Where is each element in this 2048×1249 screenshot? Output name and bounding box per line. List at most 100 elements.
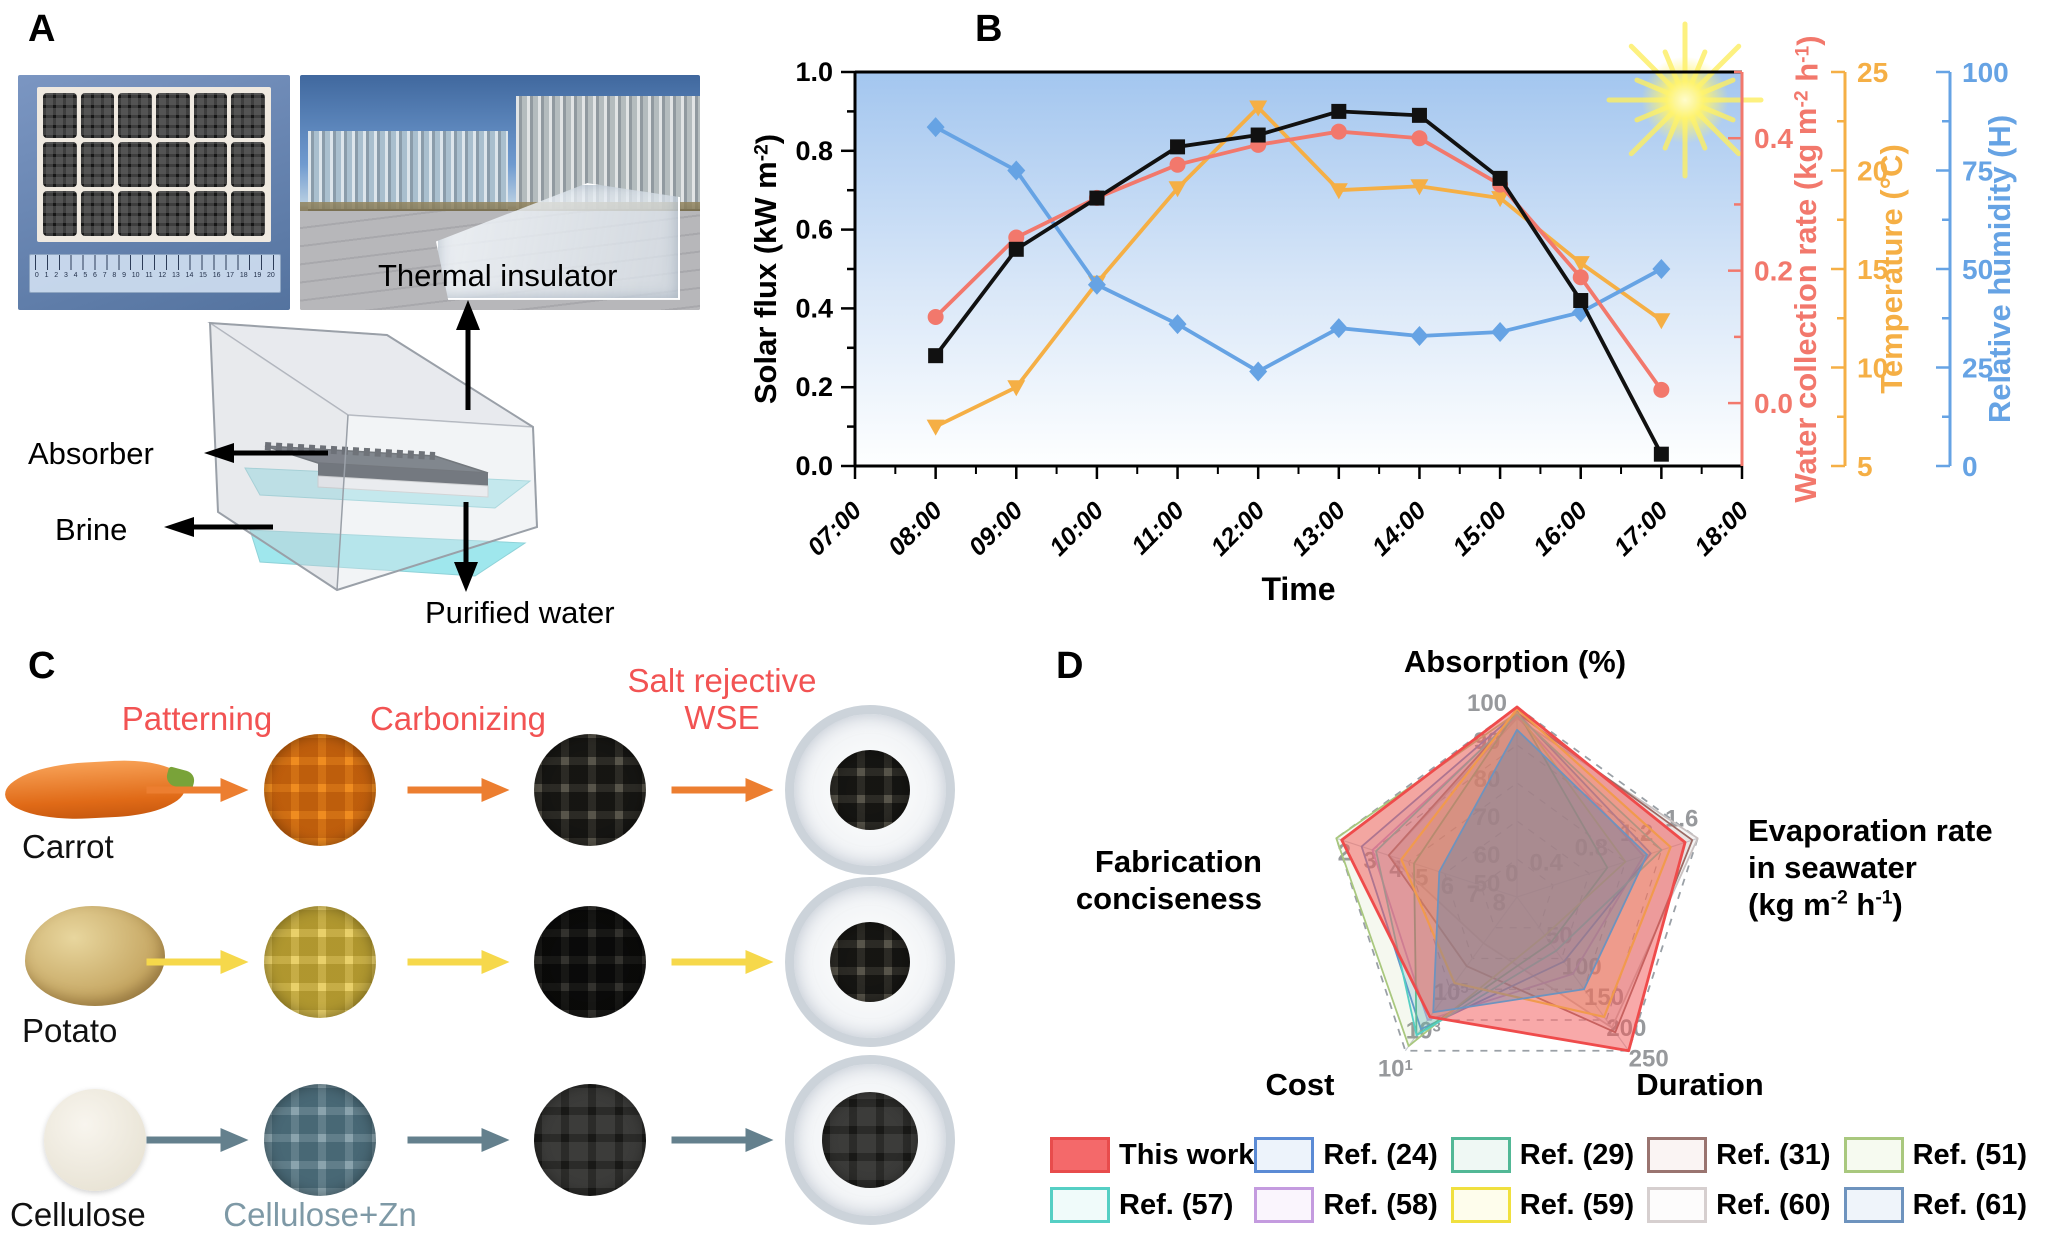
fabrication-process-diagram: Patterning Carbonizing Salt rejective WSE C… [0,640,1050,1249]
ruler-number: 12 [158,271,167,279]
ruler-number: 15 [199,271,207,279]
arrow-right-icon [671,1128,774,1152]
x-axis-tick-label: 16:00 [1528,496,1593,561]
marker-circle [1008,229,1025,246]
absorber-tile [193,141,228,187]
process-arrow [670,776,775,804]
right2-tick-label: 10 [1857,353,1888,384]
cellulose-disc-image [44,1089,146,1191]
marker-square [1573,293,1589,309]
series-line-circle [934,129,1663,391]
x-axis-tick-label: 17:00 [1609,496,1674,561]
legend-label: Ref. (51) [1912,1138,2027,1171]
absorber-tile [80,141,115,187]
marker-circle [1411,130,1428,147]
absorber-arrow [204,443,328,463]
marker-diamond [926,117,945,138]
process-step-label: Patterning [121,700,273,737]
process-arrow [406,776,511,804]
x-axis-tick-label: 18:00 [1689,496,1754,561]
ruler-ticks [34,254,276,271]
waffle-blue-disc-image [264,1084,376,1196]
arrow-right-icon [146,778,249,802]
process-step-label: Salt rejective WSE [627,662,817,736]
x-axis-tick-label: 10:00 [1044,496,1109,561]
marker-square [1653,446,1669,462]
y-axis-title: Solar flux (kW m-2) [748,134,784,404]
radar-axis-title-fabrication: Fabrication conciseness [1075,844,1262,916]
legend-item: Ref. (58) [1254,1184,1450,1226]
source-material-label: Cellulose [10,1196,146,1233]
marker-diamond [1087,274,1106,295]
absorber-label: Absorber [28,436,154,471]
legend-item: Ref. (60) [1647,1184,1843,1226]
legend-label: Ref. (59) [1519,1188,1635,1221]
marker-square [1492,170,1508,186]
patterned-material-label: Cellulose+Zn [223,1196,417,1233]
arrow-right-icon [671,950,774,974]
arrow-right-icon [146,1128,249,1152]
legend-swatch [1050,1137,1110,1173]
marker-square [1411,107,1427,123]
ruler: 0 1 2 3 4 5 6 7 8 9 10 11 12 13 14 15 16 17 18 19 20 [28,253,282,294]
ruler-number: 18 [239,271,248,279]
ruler-number: 0 [34,271,39,279]
ruler-number: 5 [83,271,88,279]
marker-square [1250,127,1266,143]
right2-tick-label: 15 [1857,254,1888,285]
x-axis-tick-label: 09:00 [963,496,1028,561]
waffle-yellow-disc-image [264,906,376,1018]
plot-background [855,72,1742,466]
ruler-number: 16 [212,271,221,279]
right1-axis-title: Water collection rate (kg m-2 h-1) [1788,35,1826,502]
potato-image [25,906,165,1006]
legend-label: This work [1119,1138,1255,1171]
process-arrow [145,1126,250,1154]
radar-tick-label: 250 [1629,1046,1669,1073]
absorber-tile [43,190,77,236]
radar-legend: This work Ref. (24) Ref. (29) Ref. (31) Ref.… [1050,1134,2040,1226]
process-arrow [406,948,511,976]
legend-label: Ref. (24) [1323,1138,1438,1171]
legend-swatch [1843,1137,1904,1173]
source-material-label: Potato [22,1012,118,1049]
marker-diamond [1249,361,1268,382]
source-material-label: Carrot [22,828,114,865]
marker-triangle-down [1410,179,1429,196]
x-axis-tick-label: 07:00 [802,496,867,561]
marker-triangle-down [1007,380,1026,397]
legend-label: Ref. (31) [1716,1138,1831,1171]
marker-square [1089,190,1105,206]
brine-label: Brine [55,512,128,547]
marker-diamond [1410,325,1429,346]
marker-diamond [1007,160,1026,181]
legend-swatch [1450,1137,1511,1173]
ruler-number: 3 [63,271,68,279]
marker-square [1170,139,1186,155]
radar-axis-title-cost: Cost [1265,1067,1335,1102]
ruler-number: 13 [171,271,180,279]
process-arrow [406,1126,511,1154]
transparent-evaporator-device [436,183,680,300]
legend-item: Ref. (51) [1843,1134,2040,1176]
radar-axis-title-evaporation: Evaporation rate in seawater (kg m-2 h-1… [1748,813,1993,922]
marker-square [1008,241,1024,257]
legend-label: Ref. (58) [1323,1188,1438,1221]
legend-label: Ref. (60) [1716,1188,1831,1221]
ruler-number: 8 [112,271,117,279]
waffle-dark-disc-image [534,734,646,846]
panel-c-label: C [28,645,56,687]
legend-label: Ref. (57) [1119,1188,1234,1221]
marker-circle [927,309,944,326]
absorber-tile [118,92,152,138]
dish-center-disc [830,922,910,1002]
legend-swatch [1254,1137,1315,1173]
waffle-orange-disc-image [264,734,376,846]
y-axis-tick-label: 0.8 [795,136,833,166]
legend-item: Ref. (59) [1450,1184,1647,1226]
thermal-insulator-label: Thermal insulator [378,258,618,293]
right1-tick-label: 0.0 [1754,388,1793,419]
y-axis-tick-label: 1.0 [795,57,833,87]
absorber-tile [118,141,152,187]
absorber-tile [231,190,265,236]
